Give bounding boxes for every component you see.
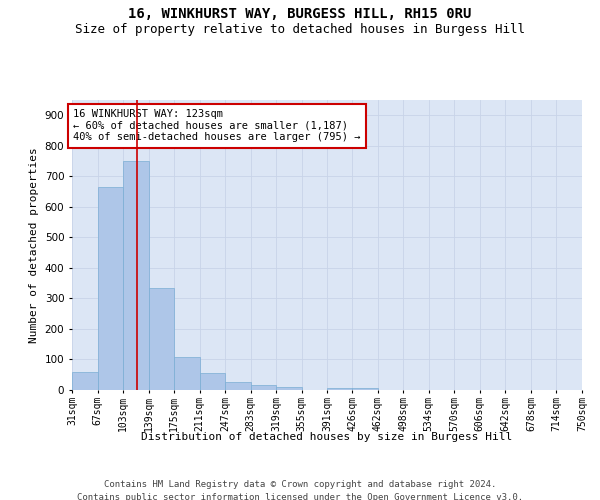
- Bar: [174, 357, 200, 390]
- Text: 16, WINKHURST WAY, BURGESS HILL, RH15 0RU: 16, WINKHURST WAY, BURGESS HILL, RH15 0R…: [128, 8, 472, 22]
- Bar: [251, 386, 276, 390]
- Bar: [276, 387, 302, 390]
- Text: Contains public sector information licensed under the Open Government Licence v3: Contains public sector information licen…: [77, 492, 523, 500]
- Bar: [98, 187, 123, 390]
- Text: Distribution of detached houses by size in Burgess Hill: Distribution of detached houses by size …: [142, 432, 512, 442]
- Text: Size of property relative to detached houses in Burgess Hill: Size of property relative to detached ho…: [75, 22, 525, 36]
- Bar: [352, 388, 378, 390]
- Bar: [225, 382, 251, 390]
- Bar: [72, 372, 98, 390]
- Y-axis label: Number of detached properties: Number of detached properties: [29, 147, 39, 343]
- Bar: [200, 373, 225, 390]
- Bar: [123, 161, 149, 390]
- Bar: [328, 388, 352, 390]
- Text: Contains HM Land Registry data © Crown copyright and database right 2024.: Contains HM Land Registry data © Crown c…: [104, 480, 496, 489]
- Text: 16 WINKHURST WAY: 123sqm
← 60% of detached houses are smaller (1,187)
40% of sem: 16 WINKHURST WAY: 123sqm ← 60% of detach…: [73, 109, 361, 142]
- Bar: [149, 288, 174, 390]
